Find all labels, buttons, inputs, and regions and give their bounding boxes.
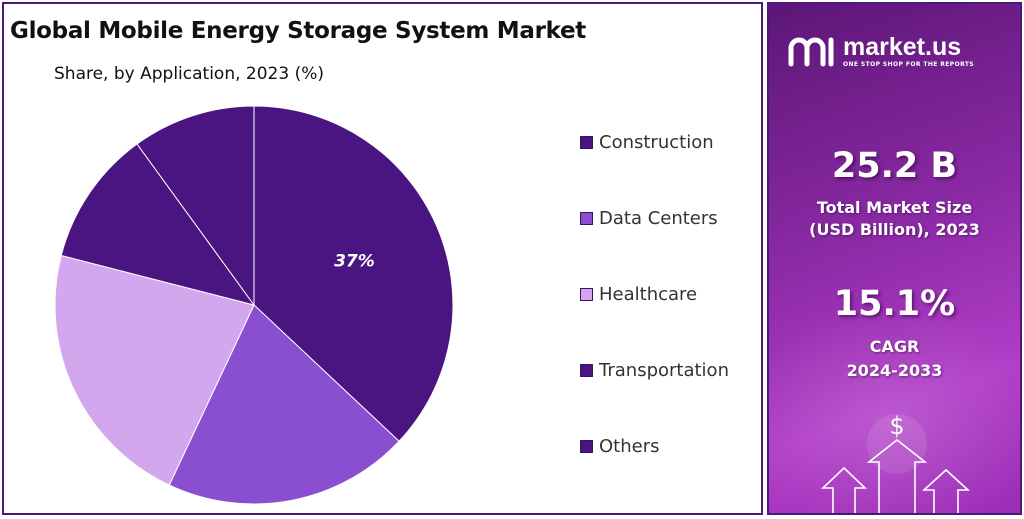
pie-slice-construction <box>253 105 454 442</box>
chart-subtitle: Share, by Application, 2023 (%) <box>54 64 324 84</box>
pie-slice-data-centers <box>168 304 400 505</box>
dollar-icon: $ <box>889 412 904 440</box>
cagr-caption-line1: CAGR <box>869 337 920 356</box>
brand-text: market.us ONE STOP SHOP FOR THE REPORTS <box>843 34 974 68</box>
legend-item-healthcare: Healthcare <box>580 282 729 306</box>
arrow-left-icon <box>821 466 867 513</box>
arrow-right-icon <box>921 468 971 513</box>
pie-slice-others <box>136 105 255 307</box>
legend-swatch <box>580 363 593 377</box>
legend-label: Others <box>599 435 660 457</box>
chart-title: Global Mobile Energy Storage System Mark… <box>10 18 586 44</box>
summary-panel: market.us ONE STOP SHOP FOR THE REPORTS … <box>767 2 1022 515</box>
brand-block: market.us ONE STOP SHOP FOR THE REPORTS <box>787 34 974 68</box>
brand-tagline: ONE STOP SHOP FOR THE REPORTS <box>843 61 975 68</box>
legend-item-construction: Construction <box>580 130 729 154</box>
legend-label: Data Centers <box>599 207 718 229</box>
market-size-caption-line1: Total Market Size <box>816 198 973 217</box>
arrow-center-icon <box>866 438 928 513</box>
chart-panel: Global Mobile Energy Storage System Mark… <box>2 2 763 515</box>
legend-label: Healthcare <box>599 283 698 305</box>
brand-name: market.us <box>843 33 962 61</box>
legend-item-data-centers: Data Centers <box>580 206 729 230</box>
coin-circle <box>867 414 927 474</box>
market-size-caption-line2: (USD Billion), 2023 <box>809 220 980 239</box>
market-us-logo-icon <box>788 37 834 67</box>
pie-chart: 37% <box>54 105 454 505</box>
pie-slice-healthcare <box>54 254 255 486</box>
chart-legend: Construction Data Centers Healthcare Tra… <box>580 130 729 510</box>
pie-slice-transportation <box>60 143 256 306</box>
legend-item-others: Others <box>580 434 729 458</box>
legend-swatch <box>580 211 593 225</box>
legend-swatch <box>580 439 593 453</box>
cagr-value: 15.1% <box>833 284 956 324</box>
legend-item-transportation: Transportation <box>580 358 729 382</box>
market-size-value: 25.2 B <box>831 146 958 186</box>
legend-swatch <box>580 135 593 149</box>
legend-label: Transportation <box>599 359 729 381</box>
legend-swatch <box>580 287 593 301</box>
cagr-caption-line2: 2024-2033 <box>846 361 943 380</box>
slice-label-construction: 37% <box>334 252 375 272</box>
legend-label: Construction <box>599 131 714 153</box>
growth-arrows-icon: $ <box>821 412 971 513</box>
background-glow <box>769 304 1020 513</box>
